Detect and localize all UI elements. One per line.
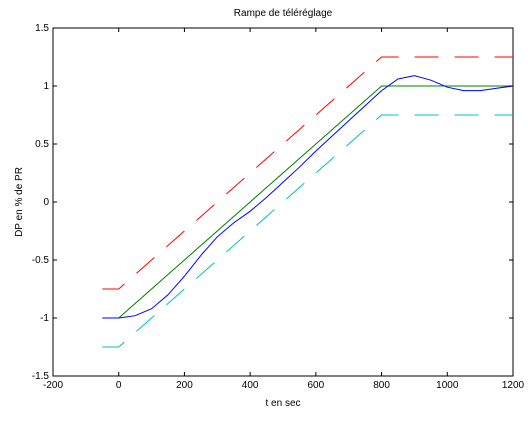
axis-ticks: -200 0 200 400 600 800 1000 1200 -1.5 -1 -0.5 0 0.5 1… (32, 23, 525, 391)
x-tick-label: 1000 (436, 380, 459, 391)
y-axis-title: DP en % de PR (14, 167, 25, 237)
series-line-3 (102, 114, 513, 348)
x-tick-label: 800 (373, 380, 390, 391)
y-tick-label: -1 (40, 313, 49, 324)
y-tick-label: 1 (43, 81, 49, 92)
plot-area (52, 27, 514, 377)
x-tick-label: -200 (43, 380, 63, 391)
series-layer (102, 56, 514, 348)
y-tick-label: -0.5 (32, 255, 50, 266)
series-line-1 (102, 56, 513, 290)
y-tick-label: 0 (43, 197, 49, 208)
chart-title: Rampe de téléréglage (234, 8, 333, 19)
x-tick-label: 0 (116, 380, 122, 391)
x-tick-label: 1200 (502, 380, 525, 391)
x-tick-label: 200 (176, 380, 193, 391)
y-tick-label: -1.5 (32, 371, 50, 382)
y-tick-label: 0.5 (35, 139, 49, 150)
x-tick-label: 600 (308, 380, 325, 391)
x-axis-title: t en sec (265, 398, 300, 409)
x-tick-label: 400 (242, 380, 259, 391)
y-tick-label: 1.5 (35, 23, 49, 34)
series-line-4 (102, 75, 514, 319)
